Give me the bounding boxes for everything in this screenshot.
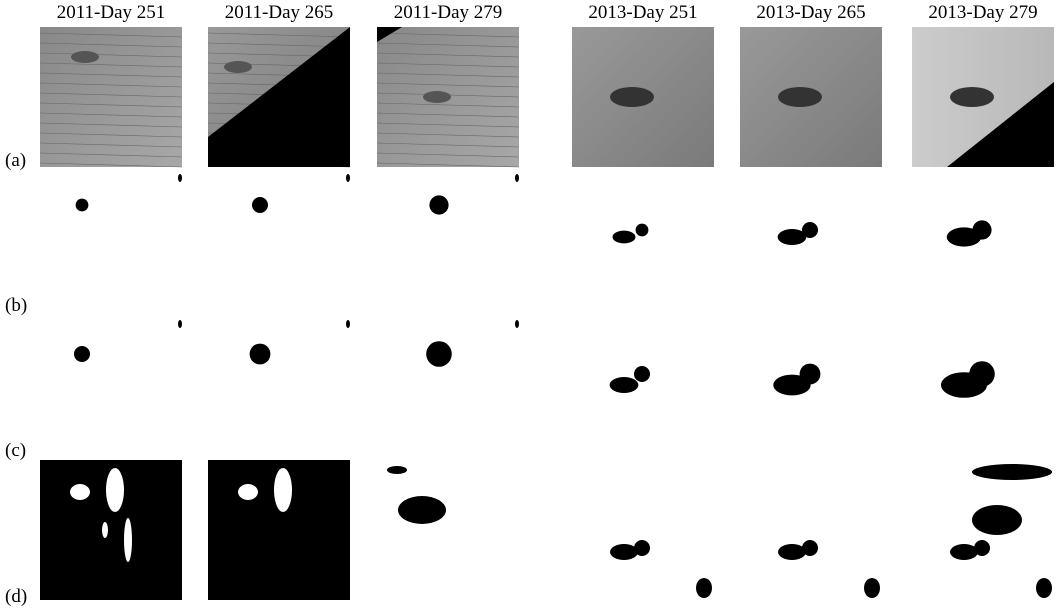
blob (864, 578, 880, 598)
blob (1036, 578, 1052, 598)
blob (274, 468, 292, 512)
blob (124, 518, 132, 562)
blob (398, 496, 446, 524)
blob (612, 230, 636, 244)
no-data (377, 27, 402, 42)
blob (74, 346, 90, 362)
scan-line (376, 82, 520, 88)
blob (773, 374, 811, 396)
blob (609, 377, 639, 393)
scan-line (39, 52, 183, 58)
scan-line (376, 122, 520, 128)
scan-line (39, 142, 183, 148)
column-title: 2011-Day 251 (57, 2, 166, 23)
blob (950, 87, 994, 107)
column-title: 2013-Day 251 (588, 2, 697, 23)
blob (346, 174, 350, 182)
blob (777, 229, 807, 245)
blob (75, 198, 89, 212)
row-label: (c) (5, 440, 26, 461)
blob (102, 522, 108, 538)
blob (972, 220, 992, 240)
scan-line (376, 72, 520, 78)
blob (802, 540, 818, 556)
blob (950, 544, 978, 560)
column-title: 2011-Day 279 (394, 2, 503, 23)
blob (346, 320, 350, 328)
scan-line (376, 162, 520, 168)
blob (610, 544, 638, 560)
blob (178, 174, 182, 182)
scan-line (376, 102, 520, 108)
blob (635, 223, 649, 237)
scan-line (39, 152, 183, 158)
scan-line (39, 162, 183, 168)
scan-line (376, 152, 520, 158)
blob (178, 320, 182, 328)
blob (426, 341, 452, 367)
scan-line (39, 42, 183, 48)
blob (969, 361, 995, 387)
scan-line (376, 142, 520, 148)
blob (515, 320, 519, 328)
blob (696, 578, 712, 598)
blob (106, 468, 124, 512)
scan-line (39, 32, 183, 38)
blob (423, 91, 451, 103)
blob (71, 51, 99, 63)
blob (946, 227, 982, 247)
blob (802, 222, 818, 238)
blob (972, 464, 1052, 480)
row-label: (a) (5, 150, 26, 171)
scan-line (376, 42, 520, 48)
blob (799, 363, 821, 385)
blob (238, 484, 258, 500)
blob (778, 544, 806, 560)
scan-line (39, 62, 183, 68)
scan-line (39, 112, 183, 118)
blob (974, 540, 990, 556)
scan-line (39, 122, 183, 128)
no-data (947, 82, 1054, 167)
blob (70, 484, 90, 500)
no-data (208, 27, 350, 167)
scan-line (376, 32, 520, 38)
column-title: 2011-Day 265 (225, 2, 334, 23)
scan-line (207, 32, 351, 38)
scan-line (39, 72, 183, 78)
blob (249, 343, 271, 365)
scan-line (39, 92, 183, 98)
blob (634, 540, 650, 556)
blob (252, 197, 268, 213)
blob (387, 466, 407, 474)
blob (515, 174, 519, 182)
satellite-image (40, 27, 182, 167)
column-title: 2013-Day 279 (928, 2, 1037, 23)
scan-line (39, 82, 183, 88)
column-title: 2013-Day 265 (756, 2, 865, 23)
row-label: (d) (5, 586, 27, 607)
blob (972, 505, 1022, 535)
blob (610, 87, 654, 107)
blob (778, 87, 822, 107)
scan-line (376, 112, 520, 118)
scan-line (376, 62, 520, 68)
blob (634, 366, 650, 382)
blob (224, 61, 252, 73)
row-label: (b) (5, 295, 27, 316)
scan-line (39, 102, 183, 108)
blob (429, 195, 449, 215)
scan-line (376, 132, 520, 138)
scan-line (376, 52, 520, 58)
scan-line (39, 132, 183, 138)
